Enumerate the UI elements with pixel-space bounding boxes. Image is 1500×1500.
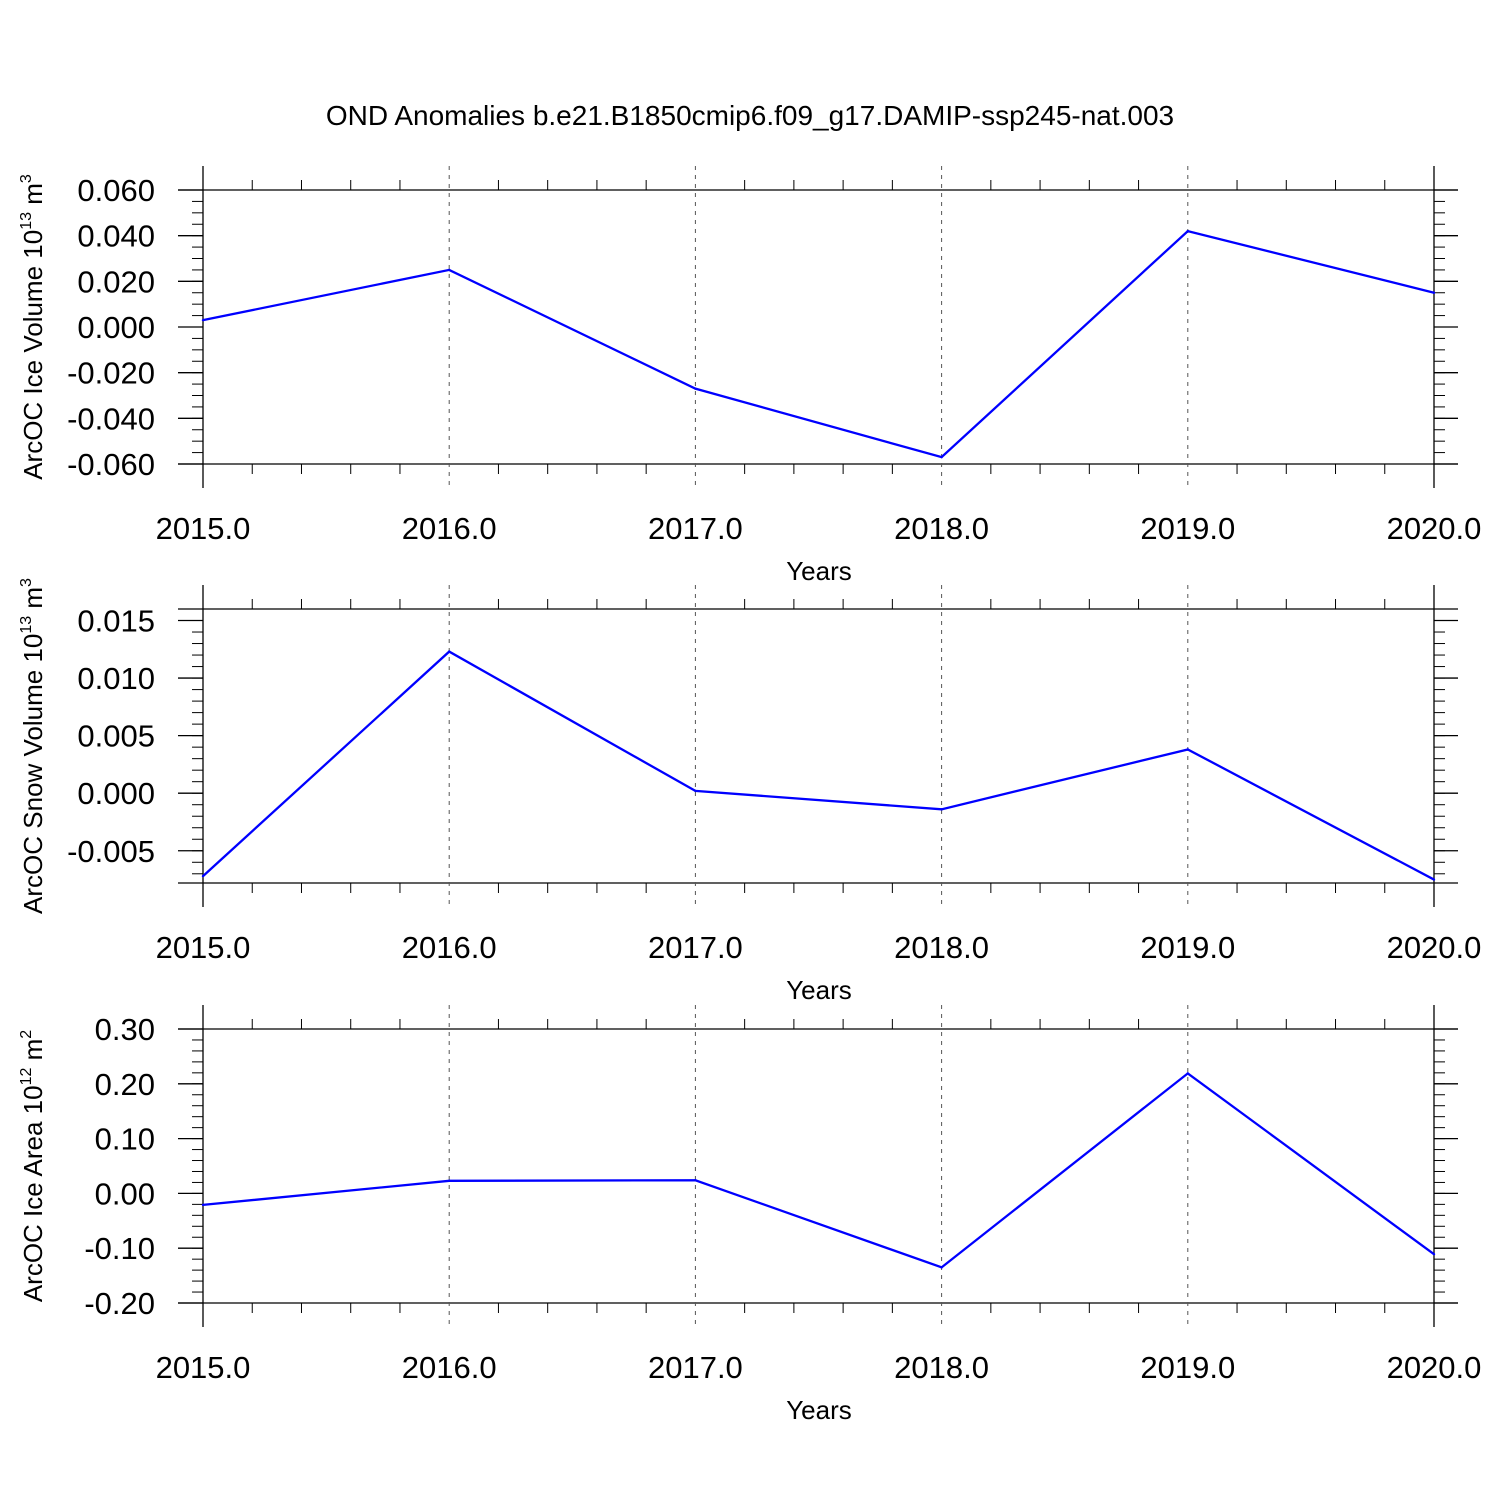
x-tick-label: 2020.0 [1387,511,1482,546]
y-axis-label: ArcOC Snow Volume 1013 m3 [18,578,48,914]
x-tick-label: 2018.0 [894,930,989,965]
data-point [201,1203,205,1207]
series-line [202,229,1435,459]
data-point [1432,1253,1436,1256]
x-tick-label: 2019.0 [1140,930,1235,965]
y-axis-label-exponent: 13 [18,212,35,230]
x-tick-label: 2016.0 [402,511,497,546]
figure-title: OND Anomalies b.e21.B1850cmip6.f09_g17.D… [326,100,1174,131]
series-line [202,650,1435,881]
x-tick-label: 2018.0 [894,511,989,546]
y-axis-label-unit: m [18,1039,48,1068]
y-axis-label-text: ArcOC Ice Area 10 [18,1085,48,1302]
y-axis-label-unit-exponent: 2 [18,1030,35,1039]
x-tick-label: 2015.0 [156,930,251,965]
data-point [1186,1072,1190,1075]
y-tick-label: 0.020 [77,264,155,299]
y-axis-label-unit-exponent: 3 [18,578,35,587]
y-axis-label-unit: m [18,183,48,212]
chart-panel-3: 2015.0 2016.0 2017.0 2018.0 2019.0 2020.0 0.30… [18,1005,1481,1425]
data-point [940,455,943,459]
x-tick-label: 2016.0 [402,1350,497,1385]
y-axis-label: ArcOC Ice Volume 1013 m3 [18,174,48,480]
y-tick-label: 0.20 [95,1067,155,1102]
data-point [448,268,451,272]
data-point [448,650,451,653]
x-tick-label: 2016.0 [402,930,497,965]
y-tick-label: 0.040 [77,219,155,254]
y-axis-label-text: ArcOC Snow Volume 10 [18,634,48,914]
x-tick-label: 2018.0 [894,1350,989,1385]
data-point [694,387,697,390]
y-axis-label-exponent: 13 [18,616,35,634]
y-tick-label: 0.015 [77,604,155,639]
x-tick-label: 2017.0 [648,1350,743,1385]
y-tick-label: 0.010 [77,661,155,696]
x-tick-label: 2019.0 [1140,1350,1235,1385]
y-tick-label: 0.00 [95,1176,155,1211]
data-point [201,318,205,322]
y-axis-label-unit: m [18,587,48,616]
y-tick-label: 0.060 [77,173,155,208]
y-axis-label-text: ArcOC Ice Volume 10 [18,230,48,480]
y-tick-label: -0.005 [67,834,155,869]
data-point [201,874,205,878]
y-tick-label: 0.000 [77,776,155,811]
x-tick-label: 2015.0 [156,1350,251,1385]
x-axis-label: Years [786,975,852,1005]
chart-panel-2: 2015.0 2016.0 2017.0 2018.0 2019.0 2020.0 0.01… [18,578,1481,1005]
y-axis-label-unit-exponent: 3 [18,174,35,183]
data-point [1186,748,1190,751]
y-tick-label: 0.000 [77,310,155,345]
data-point [694,789,697,793]
data-point [940,1266,943,1269]
data-point [694,1179,697,1182]
y-tick-label: -0.20 [84,1286,155,1321]
data-point [448,1179,451,1182]
chart-panel-1: 2015.0 2016.0 2017.0 2018.0 2019.0 2020.0 0.06… [18,166,1481,586]
x-tick-label: 2019.0 [1140,511,1235,546]
y-tick-label: 0.10 [95,1122,155,1157]
panels: 2015.0 2016.0 2017.0 2018.0 2019.0 2020.0 0.06… [18,166,1481,1425]
y-tick-label: 0.30 [95,1012,155,1047]
data-point [1186,229,1190,233]
x-axis-label: Years [786,1395,852,1425]
y-axis-label: ArcOC Ice Area 1012 m2 [18,1030,48,1302]
x-axis-label: Years [786,556,852,586]
y-tick-label: -0.020 [67,356,155,391]
x-tick-label: 2020.0 [1387,930,1482,965]
x-tick-label: 2017.0 [648,930,743,965]
y-tick-label: 0.005 [77,719,155,754]
x-tick-label: 2020.0 [1387,1350,1482,1385]
series-line [202,1071,1435,1269]
x-tick-label: 2017.0 [648,511,743,546]
y-tick-label: -0.040 [67,401,155,436]
y-tick-label: -0.10 [84,1231,155,1266]
data-point [1432,291,1436,294]
y-tick-label: -0.060 [67,447,155,482]
x-tick-label: 2015.0 [156,511,251,546]
data-point [940,808,943,811]
data-point [1432,878,1436,881]
y-axis-label-exponent: 12 [18,1068,35,1086]
